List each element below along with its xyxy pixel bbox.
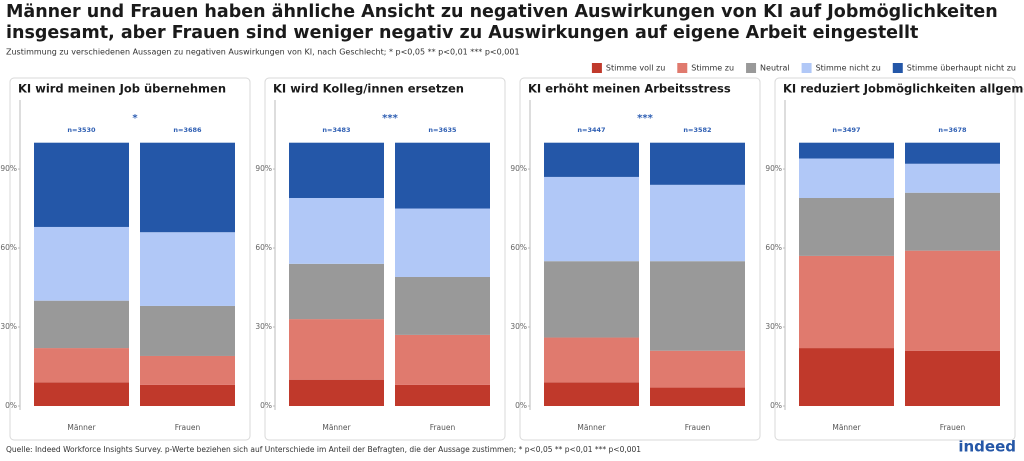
y-tick-label: 30%: [255, 322, 272, 331]
bar-segment: [289, 142, 384, 198]
legend-label: Stimme überhaupt nicht zu: [907, 64, 1016, 73]
bar-segment: [395, 208, 490, 277]
bar-segment: [799, 348, 894, 406]
bar-segment: [289, 319, 384, 380]
category-label: Männer: [67, 423, 96, 432]
panel-title: KI wird Kolleg/innen ersetzen: [273, 82, 464, 96]
legend-swatch: [746, 63, 757, 73]
panel-title: KI reduziert Jobmöglichkeiten allgemein: [783, 82, 1024, 96]
category-label: Frauen: [685, 423, 711, 432]
legend-swatch: [591, 63, 602, 73]
y-tick-label: 60%: [765, 243, 782, 252]
panel-title: KI erhöht meinen Arbeitsstress: [528, 82, 731, 96]
chart-title: Männer und Frauen haben ähnliche Ansicht…: [6, 2, 998, 22]
bar-segment: [544, 382, 639, 406]
n-label: n=3635: [428, 126, 457, 134]
panel-title: KI wird meinen Job übernehmen: [18, 82, 226, 96]
bar-segment: [289, 197, 384, 264]
bar-segment: [289, 379, 384, 406]
category-label: Männer: [577, 423, 606, 432]
source: Quelle: Indeed Workforce Insights Survey…: [6, 445, 641, 454]
y-tick-label: 0%: [5, 401, 17, 410]
bar-segment: [905, 250, 1000, 351]
logo: indeed: [958, 438, 1016, 456]
y-tick-label: 60%: [510, 243, 527, 252]
panel-frame: [519, 77, 761, 441]
significance: ***: [382, 113, 398, 124]
bar-segment: [34, 300, 129, 349]
y-tick-label: 60%: [0, 243, 17, 252]
bar-segment: [905, 163, 1000, 193]
legend-swatch: [801, 63, 812, 73]
y-tick-label: 30%: [510, 322, 527, 331]
n-label: n=3483: [322, 126, 350, 134]
category-label: Frauen: [175, 423, 201, 432]
y-tick-label: 90%: [765, 164, 782, 173]
bar-segment: [289, 263, 384, 320]
y-tick-label: 30%: [765, 322, 782, 331]
bar-segment: [799, 142, 894, 159]
y-tick-label: 0%: [770, 401, 782, 410]
n-label: n=3530: [67, 126, 96, 134]
bar-segment: [34, 226, 129, 301]
category-label: Männer: [832, 423, 861, 432]
n-label: n=3447: [577, 126, 605, 134]
y-tick-label: 30%: [0, 322, 17, 331]
category-label: Frauen: [430, 423, 456, 432]
bar-segment: [544, 176, 639, 262]
bar-segment: [34, 382, 129, 406]
bar-segment: [395, 384, 490, 406]
y-tick-label: 0%: [515, 401, 527, 410]
bar-segment: [395, 276, 490, 335]
y-tick-label: 60%: [255, 243, 272, 252]
significance: *: [132, 113, 138, 124]
bar-segment: [140, 142, 235, 233]
bar-segment: [140, 232, 235, 306]
bar-segment: [650, 184, 745, 262]
legend-label: Neutral: [760, 64, 790, 73]
legend-label: Stimme voll zu: [606, 64, 665, 73]
y-tick-label: 0%: [260, 401, 272, 410]
panel-frame: [9, 77, 251, 441]
bar-segment: [650, 387, 745, 406]
legend-swatch: [892, 63, 903, 73]
bar-segment: [140, 355, 235, 385]
bar-segment: [799, 197, 894, 256]
bar-segment: [905, 192, 1000, 251]
n-label: n=3678: [938, 126, 967, 134]
legend-swatch: [677, 63, 688, 73]
n-label: n=3497: [832, 126, 860, 134]
panel-frame: [774, 77, 1016, 441]
bar-segment: [544, 261, 639, 338]
bar-segment: [140, 384, 235, 406]
category-label: Männer: [322, 423, 351, 432]
bar-segment: [395, 334, 490, 385]
bar-segment: [544, 337, 639, 383]
legend-label: Stimme nicht zu: [816, 64, 881, 73]
bar-segment: [544, 142, 639, 177]
subtitle: Zustimmung zu verschiedenen Aussagen zu …: [6, 48, 520, 57]
bar-segment: [34, 142, 129, 227]
panel-frame: [264, 77, 506, 441]
legend-label: Stimme zu: [691, 64, 734, 73]
bar-segment: [905, 142, 1000, 164]
bar-segment: [799, 158, 894, 198]
bar-segment: [395, 142, 490, 209]
bar-segment: [799, 255, 894, 349]
n-label: n=3686: [173, 126, 202, 134]
y-tick-label: 90%: [255, 164, 272, 173]
y-tick-label: 90%: [0, 164, 17, 173]
bar-segment: [34, 348, 129, 383]
bar-segment: [650, 350, 745, 388]
bar-segment: [905, 350, 1000, 406]
n-label: n=3582: [683, 126, 711, 134]
chart-title: insgesamt, aber Frauen sind weniger nega…: [6, 23, 918, 43]
bar-segment: [650, 142, 745, 185]
significance: ***: [637, 113, 653, 124]
bar-segment: [140, 305, 235, 356]
bar-segment: [650, 261, 745, 351]
category-label: Frauen: [940, 423, 966, 432]
y-tick-label: 90%: [510, 164, 527, 173]
